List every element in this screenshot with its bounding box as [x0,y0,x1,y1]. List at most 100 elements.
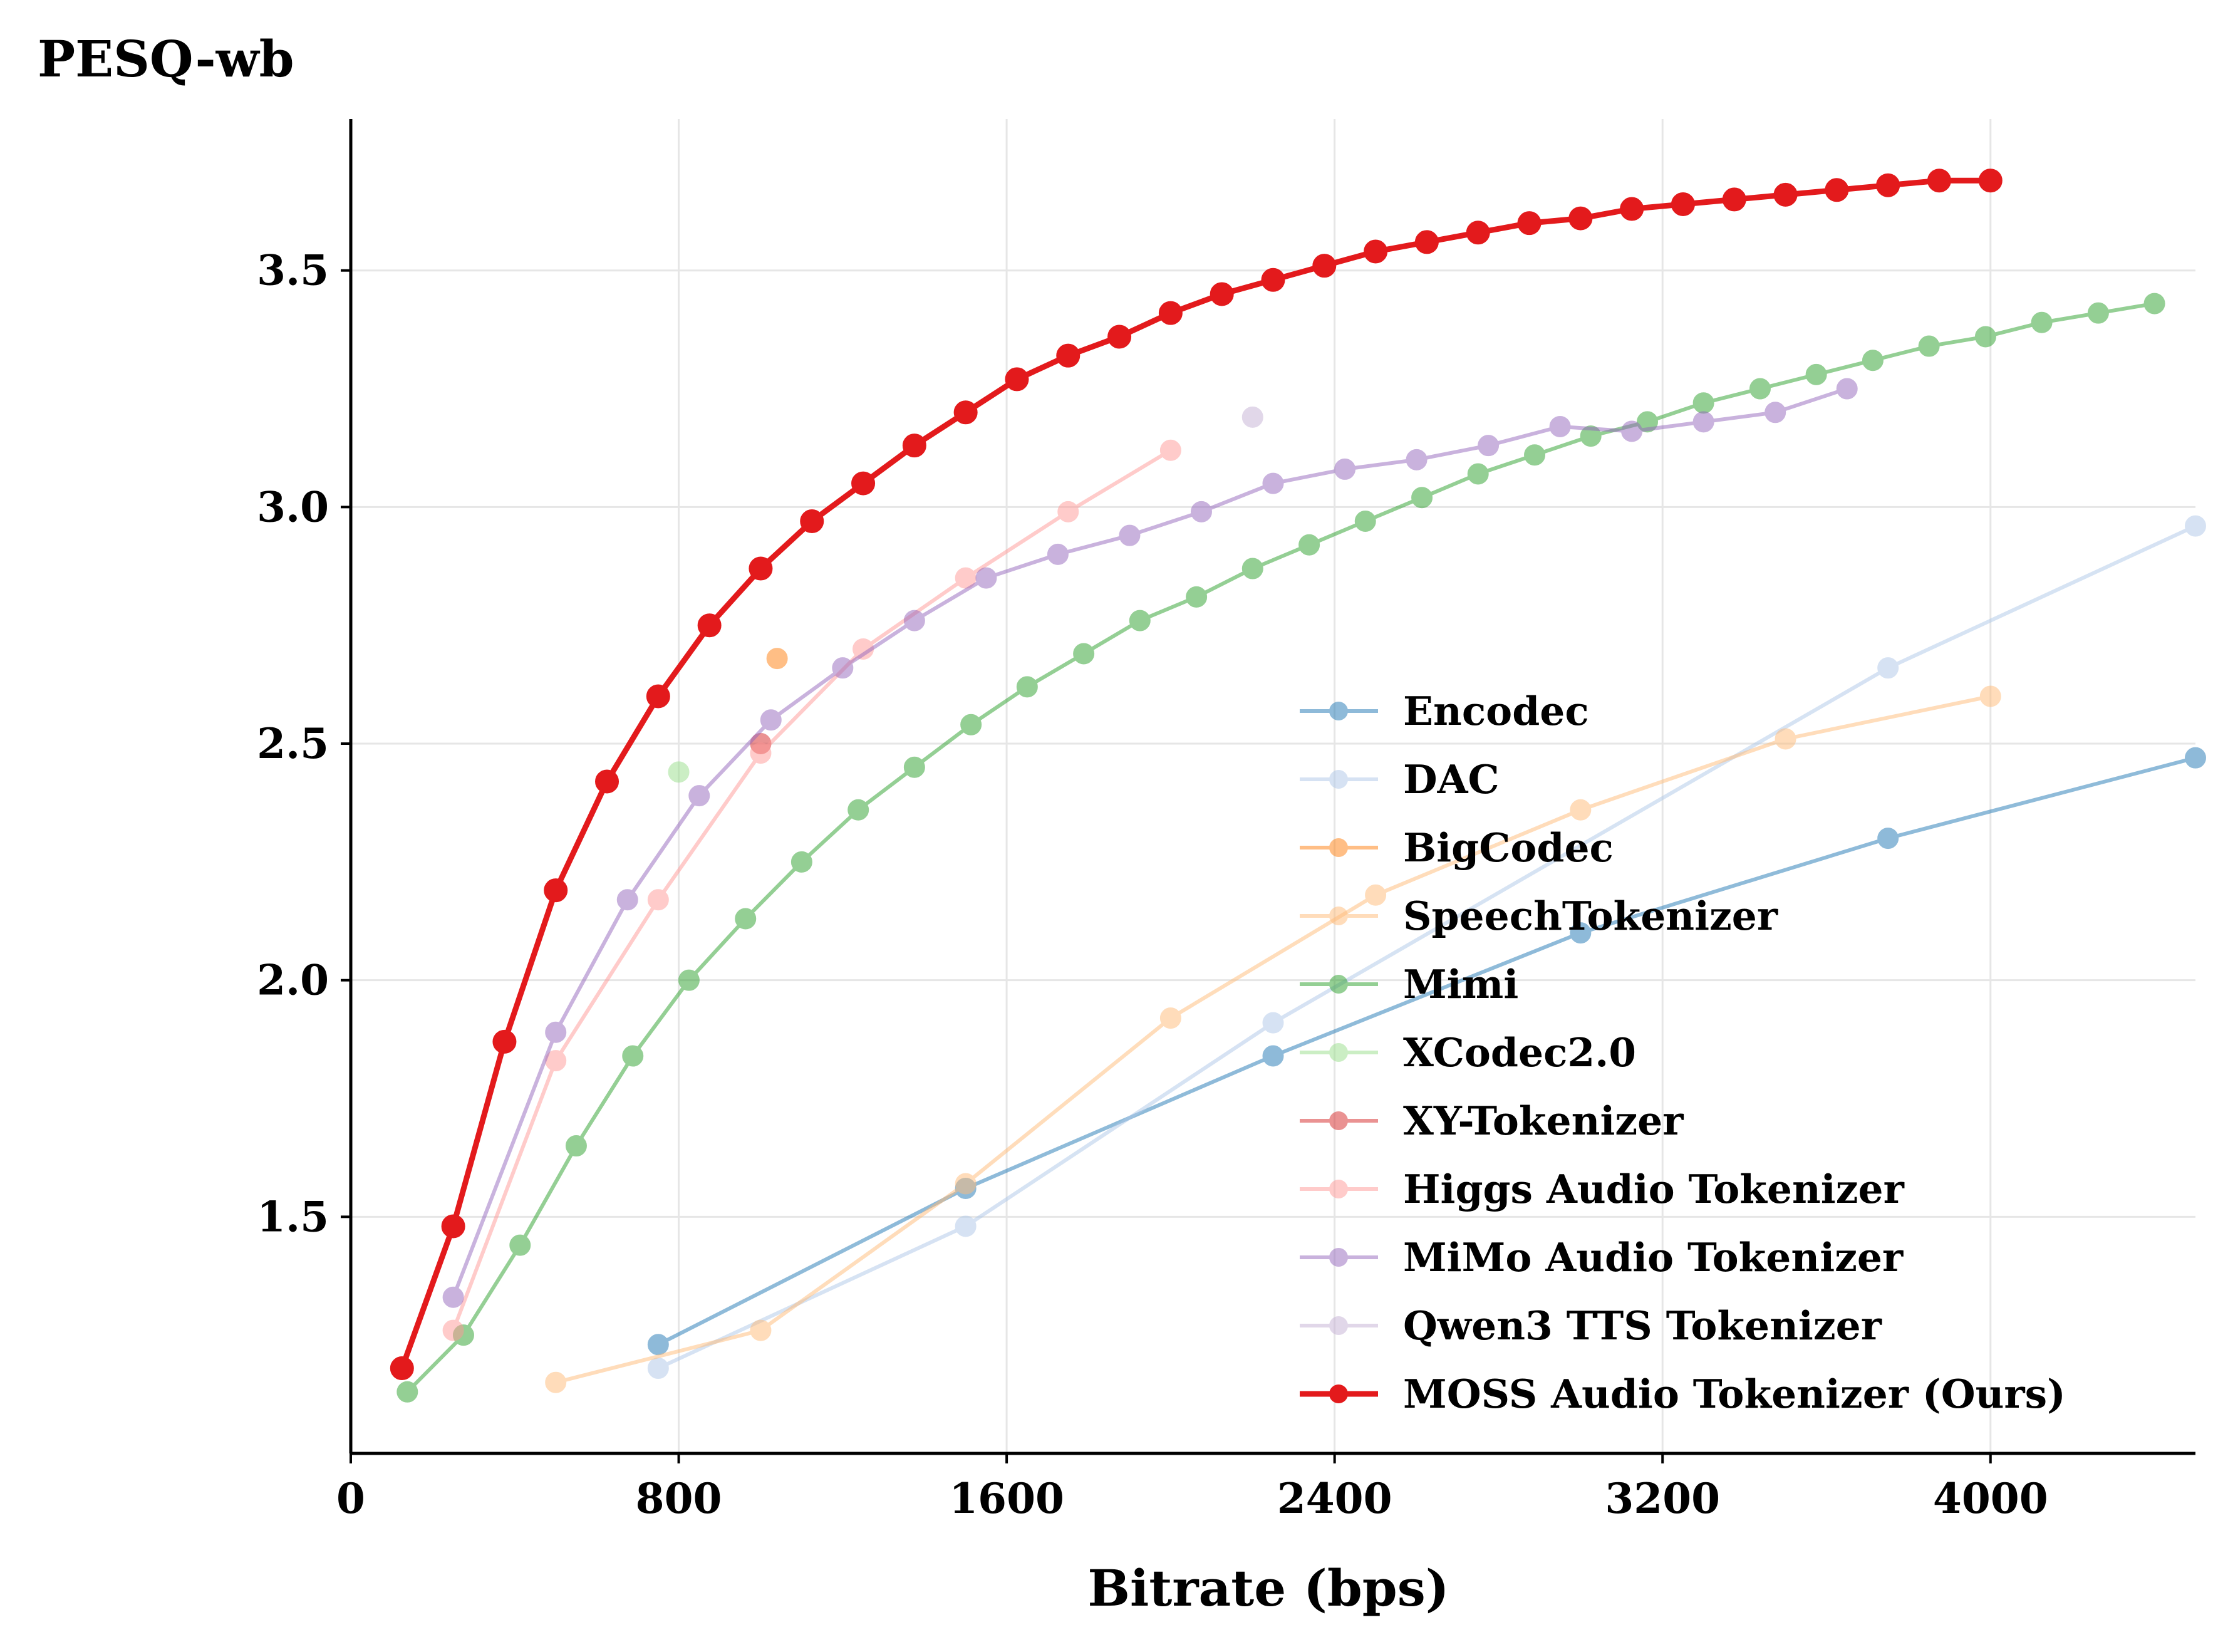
data-point [1159,1007,1181,1029]
x-tick-label: 0 [336,1474,365,1523]
data-point [2087,302,2109,324]
data-point [1119,524,1141,546]
data-point [1671,192,1695,216]
data-point [1005,367,1029,392]
data-point [1549,415,1571,437]
legend-swatch [1300,1316,1378,1335]
data-point [975,567,997,589]
data-point [616,889,638,911]
data-point [851,471,876,496]
data-point [1073,643,1095,665]
data-point [1241,558,1263,579]
legend-entry: BigCodec [1300,824,1614,871]
data-point [1365,884,1387,906]
legend-marker [1329,975,1348,994]
legend-swatch [1300,770,1378,789]
y-tick-label: 1.5 [257,1192,329,1241]
legend-label: MOSS Audio Tokenizer (Ours) [1403,1371,2066,1417]
legend-marker [1329,1111,1348,1130]
legend-marker [1329,1180,1348,1198]
data-point [1876,173,1900,197]
data-point [1057,501,1079,522]
data-point [800,509,824,534]
data-point [2185,747,2206,769]
legend-swatch [1300,702,1378,720]
data-point [1262,1012,1284,1034]
legend-entry: Qwen3 TTS Tokenizer [1300,1302,1882,1349]
data-point [1979,685,2001,707]
data-point [1298,534,1320,556]
data-point [442,1319,464,1341]
data-point [1241,406,1263,428]
data-point [1692,411,1714,433]
data-point [647,889,669,911]
ticks: 0 800 1600 2400 3200 4000 1.5 2.0 2.5 3.0 3.5 [257,246,2048,1523]
legend-label: Mimi [1403,961,1518,1007]
legend-marker [1329,1384,1348,1403]
legend-marker [1329,1248,1348,1267]
axes [349,119,2195,1455]
data-point [442,1286,464,1308]
legend-entry: MOSS Audio Tokenizer (Ours) [1300,1371,2066,1417]
legend-entry: DAC [1300,756,1500,803]
y-axis-title: PESQ-wb [38,29,294,88]
legend-swatch [1300,975,1378,994]
legend: Encodec DAC BigCodec SpeechTokenizer Mimi XCo… [1300,688,2066,1417]
series-xcodec2-0 [668,761,690,783]
data-point [1749,378,1771,400]
data-point [1825,178,1849,202]
data-point [1692,392,1714,414]
x-tick-label: 3200 [1605,1474,1720,1523]
data-point [1773,182,1798,207]
data-point [1570,799,1592,821]
series-qwen3-tts-tokenizer [1241,406,1263,428]
data-point [750,1319,772,1341]
x-tick-label: 1600 [949,1474,1064,1523]
data-point [1570,922,1592,944]
data-point [441,1214,465,1239]
data-point [1056,343,1080,368]
y-tick-label: 3.0 [257,482,329,531]
legend-swatch [1300,1180,1378,1198]
legend-marker [1329,907,1348,925]
legend-marker [1329,838,1348,857]
data-point [1107,325,1132,349]
data-point [1722,187,1746,212]
series-line [451,387,1848,1298]
series-dac [647,515,2206,1379]
data-point [1568,206,1593,231]
legend-swatch [1300,838,1378,857]
series-line [555,694,1991,1384]
data-point [1478,435,1500,457]
legend-swatch [1300,1043,1378,1062]
legend-entry: XCodec2.0 [1300,1029,1636,1076]
data-point [832,657,854,679]
data-point [544,878,568,903]
data-point [1158,301,1183,325]
legend-entry: Encodec [1300,688,1589,734]
data-point [903,756,925,778]
legend-marker [1329,1316,1348,1335]
data-point [1261,268,1285,292]
data-point [1047,543,1069,565]
legend-label: BigCodec [1403,824,1614,871]
legend-label: XY-Tokenizer [1403,1098,1684,1144]
legend-entry: Mimi [1300,961,1518,1007]
legend-swatch [1300,1384,1378,1403]
legend-entry: XY-Tokenizer [1300,1098,1684,1144]
data-point [1974,326,1996,348]
data-point [953,400,978,425]
data-point [647,1358,669,1379]
data-point [1467,463,1489,485]
x-tick-label: 2400 [1277,1474,1392,1523]
data-point [955,1215,977,1237]
legend-marker [1329,702,1348,720]
data-point [1775,728,1796,750]
data-point [1334,458,1356,480]
data-point [1312,254,1337,278]
data-point [647,1334,669,1356]
y-tick-label: 2.5 [257,719,329,768]
data-point [1364,239,1388,264]
legend-marker [1329,770,1348,789]
data-point [1414,230,1439,254]
